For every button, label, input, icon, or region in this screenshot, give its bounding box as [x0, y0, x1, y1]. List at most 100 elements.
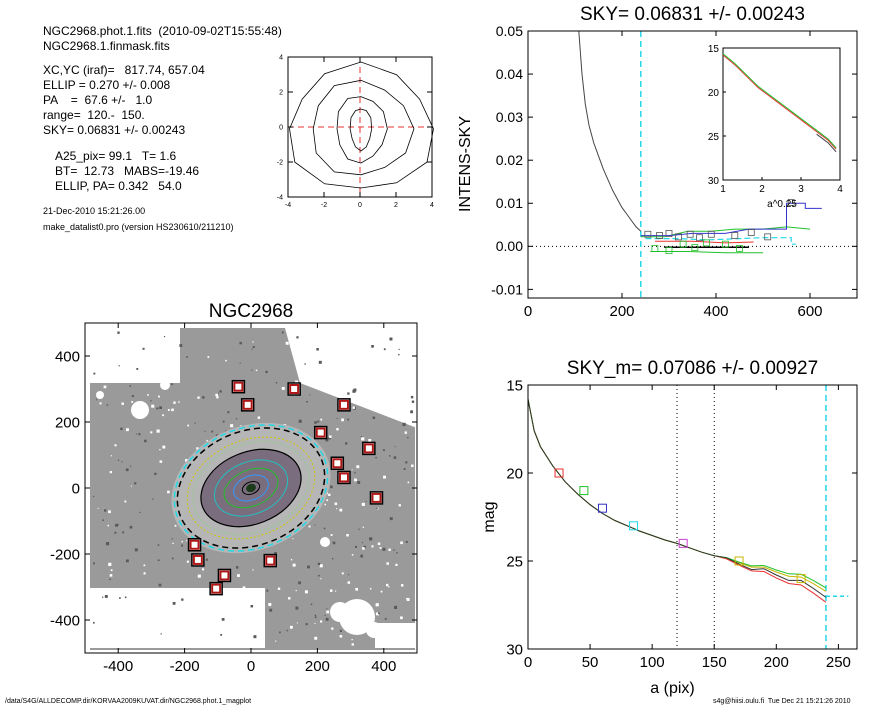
magnitude-x-tick-label: 0: [524, 654, 532, 671]
image-noise-pixel: [157, 544, 160, 546]
image-noise-pixel: [395, 563, 398, 567]
image-noise-pixel: [328, 436, 331, 440]
image-noise-pixel: [279, 631, 281, 634]
image-noise-pixel: [93, 562, 95, 565]
magnitude-x-tick-label: 100: [640, 654, 665, 671]
image-noise-pixel: [320, 418, 323, 421]
intensity-frame: [527, 30, 858, 299]
image-noise-pixel: [242, 586, 246, 589]
footer-user: s4g@hiisi.oulu.fi Tue Dec 21 15:21:26 20…: [713, 698, 851, 705]
image-noise-pixel: [215, 393, 218, 397]
image-noise-pixel: [173, 401, 176, 404]
image-noise-pixel: [201, 568, 205, 571]
image-noise-pixel: [222, 592, 226, 596]
image-noise-pixel: [373, 347, 376, 349]
image-mask-bottom-right: [375, 623, 415, 648]
image-noise-pixel: [298, 419, 302, 423]
image-noise-pixel: [365, 390, 369, 394]
image-noise-pixel: [277, 587, 281, 590]
image-noise-pixel: [314, 421, 317, 424]
image-noise-pixel: [187, 424, 190, 427]
image-noise-pixel: [306, 400, 308, 403]
image-noise-pixel: [133, 620, 137, 624]
image-noise-pixel: [163, 634, 167, 638]
image-noise-pixel: [136, 367, 139, 370]
image-noise-pixel: [169, 634, 173, 638]
image-noise-pixel: [314, 636, 318, 640]
image-noise-pixel: [330, 534, 333, 536]
image-noise-pixel: [357, 481, 361, 484]
image-noise-pixel: [171, 538, 173, 540]
image-noise-pixel: [171, 557, 174, 560]
image-title: NGC2968: [209, 301, 294, 322]
image-noise-pixel: [142, 347, 145, 350]
image-noise-pixel: [404, 431, 407, 434]
image-noise-pixel: [117, 331, 120, 334]
magnitude-y-tick-label: 30: [506, 641, 523, 658]
sky-sample-square: [691, 244, 699, 252]
image-noise-pixel: [356, 465, 360, 469]
image-noise-pixel: [314, 524, 316, 526]
sky-sample-square: [686, 230, 694, 238]
galaxy-nucleus: [246, 483, 256, 493]
image-noise-pixel: [110, 455, 112, 457]
image-noise-pixel: [347, 581, 351, 584]
intensity-x-tick-label: 600: [797, 303, 822, 320]
masked-object-marker: [371, 492, 382, 503]
image-noise-pixel: [398, 348, 400, 351]
image-mask-top-right: [285, 328, 417, 428]
image-noise-pixel: [202, 396, 205, 399]
image-noise-pixel: [110, 345, 112, 347]
image-noise-pixel: [351, 469, 353, 471]
image-noise-pixel: [163, 335, 166, 338]
image-noise-pixel: [179, 344, 183, 347]
image-noise-pixel: [361, 541, 364, 543]
image-noise-pixel: [93, 495, 95, 498]
sky-sample-square: [665, 247, 673, 255]
contour-x-tick-label: 0: [358, 202, 362, 209]
param-range: range= 120.- 150.: [43, 108, 145, 122]
image-noise-pixel: [118, 365, 120, 367]
sky-trace-blue: [640, 202, 822, 237]
image-noise-pixel: [156, 407, 159, 410]
masked-object-marker: [242, 399, 253, 410]
image-noise-pixel: [122, 531, 125, 534]
image-noise-pixel: [400, 584, 404, 587]
sky-sample-square: [644, 230, 652, 238]
sky-sample-square: [651, 245, 659, 252]
image-noise-pixel: [331, 558, 334, 560]
image-noise-pixel: [157, 559, 160, 562]
image-noise-pixel: [95, 399, 97, 401]
image-noise-pixel: [178, 401, 180, 403]
galaxy-isophote: [233, 474, 269, 502]
image-noise-pixel: [251, 622, 255, 625]
intensity-y-tick-label: 0.03: [496, 109, 523, 125]
param-bt: BT= 12.73 MABS=-19.46: [55, 164, 200, 178]
image-noise-pixel: [108, 510, 111, 514]
image-noise-pixel: [143, 564, 146, 567]
inset-x-tick-label: 2: [759, 184, 765, 195]
image-noise-pixel: [347, 418, 350, 421]
sky-sample-square: [675, 233, 682, 241]
mask-file-line: NGC2968.1.finmask.fits: [43, 39, 170, 53]
image-noise-pixel: [333, 371, 336, 374]
image-noise-pixel: [311, 345, 314, 348]
image-noise-pixel: [156, 429, 160, 433]
image-noise-pixel: [318, 574, 320, 577]
masked-star: [320, 537, 330, 547]
image-noise-pixel: [181, 540, 183, 543]
image-noise-pixel: [235, 418, 238, 420]
image-noise-pixel: [147, 355, 150, 358]
image-noise-pixel: [171, 408, 174, 412]
image-noise-pixel: [268, 602, 272, 606]
image-noise-pixel: [252, 569, 254, 571]
image-noise-pixel: [225, 430, 227, 432]
image-noise-pixel: [159, 460, 163, 463]
image-noise-pixel: [341, 389, 345, 393]
image-noise-pixel: [143, 572, 146, 575]
image-noise-pixel: [107, 524, 110, 527]
image-noise-pixel: [355, 372, 358, 375]
image-noise-pixel: [197, 574, 201, 578]
image-noise-pixel: [185, 459, 188, 462]
